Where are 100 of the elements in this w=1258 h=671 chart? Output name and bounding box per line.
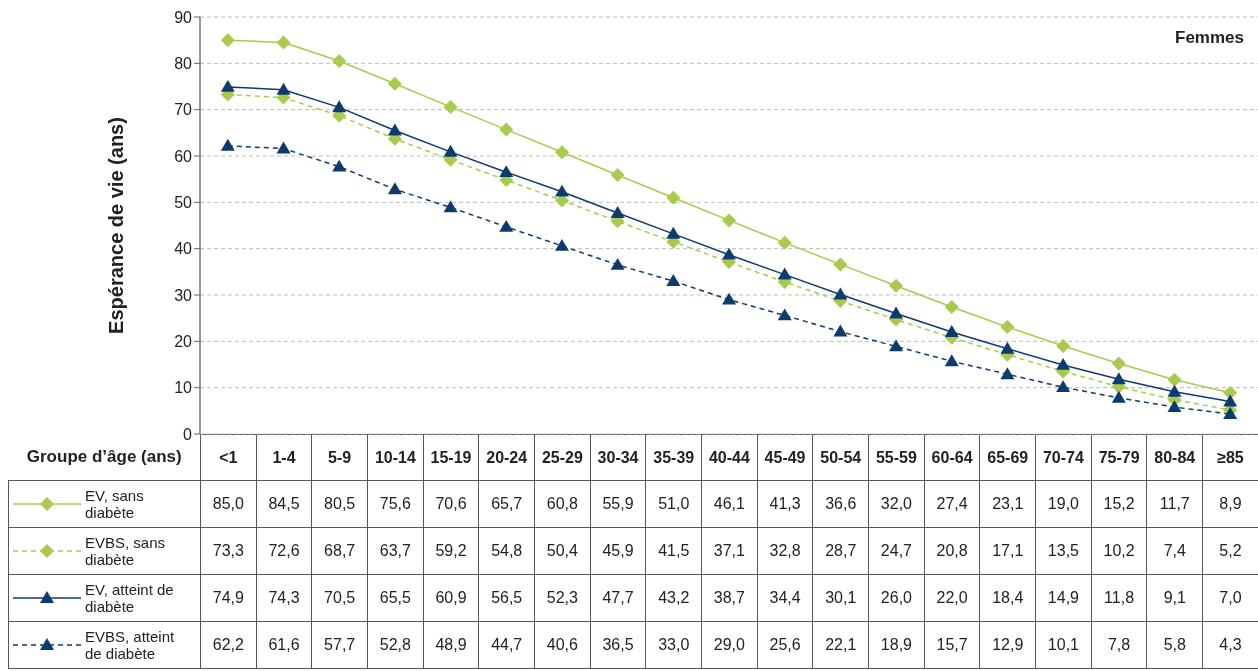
point	[443, 200, 458, 213]
data-label: 38,7	[701, 574, 758, 622]
data-label: 75,6	[367, 480, 424, 528]
data-label: 48,9	[423, 621, 479, 669]
point	[777, 235, 792, 250]
y-tick-label: 60	[174, 147, 193, 165]
data-label: 4,3	[1202, 621, 1258, 669]
x-tick-label: 1-4	[256, 434, 312, 481]
point	[387, 123, 402, 136]
data-label: 15,2	[1091, 480, 1147, 528]
y-tick-label: 50	[174, 194, 193, 212]
data-label: 36,6	[812, 480, 869, 528]
x-tick-label: 70-74	[1035, 434, 1092, 481]
data-label: 70,6	[423, 480, 479, 528]
point	[499, 165, 514, 178]
point	[1167, 372, 1182, 387]
data-label: 52,3	[534, 574, 591, 622]
point	[332, 54, 347, 69]
data-label: 11,8	[1091, 574, 1147, 622]
point	[1111, 372, 1126, 385]
data-label: 74,9	[200, 574, 257, 622]
data-label: 80,5	[311, 480, 368, 528]
point	[443, 144, 458, 157]
data-label: 34,4	[757, 574, 813, 622]
data-label: 26,0	[868, 574, 925, 622]
point	[499, 219, 514, 232]
point	[722, 292, 736, 305]
point	[666, 190, 681, 205]
point	[1056, 338, 1071, 353]
y-tick-label: 70	[174, 101, 193, 119]
data-label: 13,5	[1035, 527, 1092, 575]
point	[554, 184, 569, 197]
point	[443, 99, 458, 114]
point	[1056, 380, 1071, 393]
data-label: 15,7	[924, 621, 980, 669]
data-label: 10,1	[1035, 621, 1092, 669]
x-tick-label: 30-34	[590, 434, 646, 481]
point	[1000, 367, 1015, 380]
data-label: 57,7	[311, 621, 368, 669]
data-label: 22,0	[924, 574, 980, 622]
data-label: 22,1	[812, 621, 869, 669]
data-label: 7,4	[1146, 527, 1203, 575]
point	[1000, 341, 1015, 354]
data-label: 46,1	[701, 480, 758, 528]
point	[610, 205, 625, 218]
point	[1223, 394, 1238, 407]
point	[387, 182, 402, 195]
y-axis-title: Espérance de vie (ans)	[105, 117, 128, 334]
annotation: Femmes	[1175, 28, 1244, 48]
data-label: 72,6	[256, 527, 312, 575]
x-tick-label: <1	[200, 434, 257, 481]
data-label: 19,0	[1035, 480, 1092, 528]
point	[833, 257, 848, 272]
data-label: 74,3	[256, 574, 312, 622]
data-label: 36,5	[590, 621, 646, 669]
point	[833, 287, 848, 300]
point	[722, 213, 736, 228]
point	[276, 82, 291, 95]
data-label: 33,0	[645, 621, 702, 669]
x-tick-label: ≥85	[1202, 434, 1258, 481]
x-tick-label: 45-49	[757, 434, 813, 481]
data-label: 5,8	[1146, 621, 1203, 669]
point	[1111, 390, 1126, 403]
data-label: 18,9	[868, 621, 925, 669]
point	[1223, 407, 1238, 419]
data-label: 9,1	[1146, 574, 1203, 622]
data-label: 43,2	[645, 574, 702, 622]
x-tick-label: 10-14	[367, 434, 424, 481]
data-label: 65,5	[367, 574, 424, 622]
point	[387, 76, 402, 91]
point	[220, 79, 235, 92]
x-tick-label: 80-84	[1146, 434, 1203, 481]
data-label: 40,6	[534, 621, 591, 669]
data-label: 68,7	[311, 527, 368, 575]
data-label: 8,9	[1202, 480, 1258, 528]
data-label: 41,3	[757, 480, 813, 528]
data-label: 84,5	[256, 480, 312, 528]
data-label: 52,8	[367, 621, 424, 669]
point	[276, 141, 291, 154]
point	[1000, 319, 1015, 334]
data-label: 61,6	[256, 621, 312, 669]
point	[220, 33, 235, 48]
data-label: 12,9	[979, 621, 1036, 669]
point	[666, 274, 681, 286]
data-label: 24,7	[868, 527, 925, 575]
data-label: 10,2	[1091, 527, 1147, 575]
data-label: 23,1	[979, 480, 1036, 528]
point	[944, 300, 959, 315]
data-label: 63,7	[367, 527, 424, 575]
data-label: 45,9	[590, 527, 646, 575]
data-label: 85,0	[200, 480, 257, 528]
point	[889, 339, 904, 352]
data-label: 18,4	[979, 574, 1036, 622]
x-tick-label: 35-39	[645, 434, 702, 481]
data-label: 25,6	[757, 621, 813, 669]
point	[666, 226, 681, 239]
data-label: 56,5	[478, 574, 535, 622]
y-tick-label: 90	[174, 8, 193, 26]
data-label: 62,2	[200, 621, 257, 669]
point	[777, 308, 792, 321]
